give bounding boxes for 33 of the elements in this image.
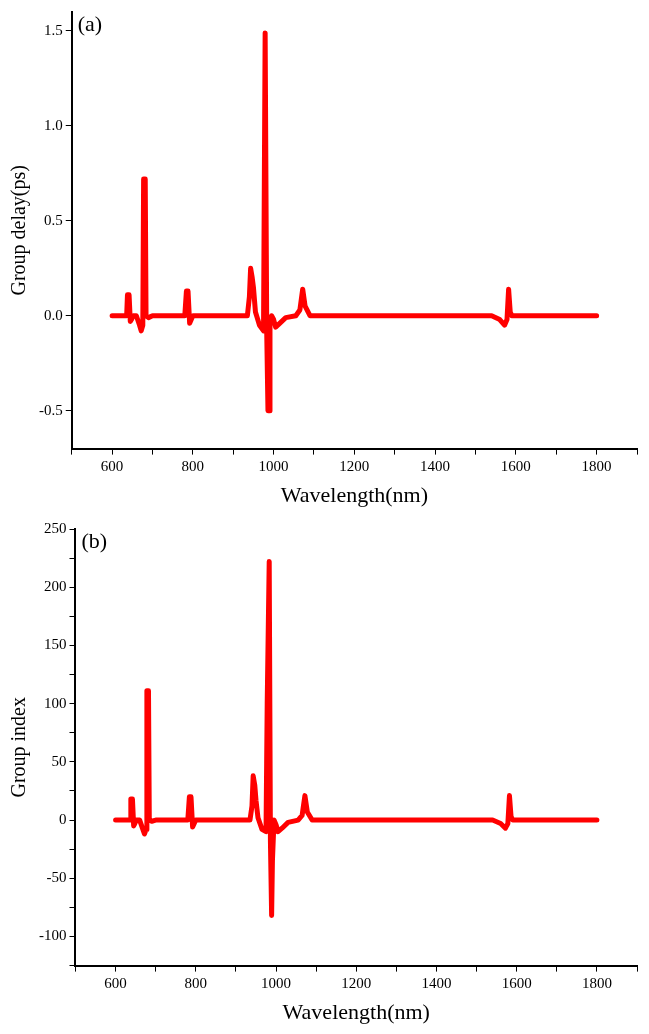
x-tick-label: 1200: [339, 457, 370, 474]
x-tick-label: 1000: [258, 457, 289, 474]
x-tick-label: 1600: [501, 974, 532, 991]
y-tick-label: 1.0: [44, 116, 63, 133]
x-axis-title: Wavelength(nm): [282, 998, 430, 1024]
y-tick-label: 0.5: [44, 211, 63, 228]
y-tick-label: 0: [59, 811, 67, 827]
x-tick-label: 600: [104, 974, 127, 991]
y-tick-label: 150: [44, 636, 67, 653]
x-tick-label: 800: [184, 974, 208, 991]
x-tick-label: 1600: [500, 457, 531, 474]
x-tick-label: 600: [100, 457, 124, 474]
x-tick-label: 1400: [421, 974, 452, 991]
y-tick-label: 100: [44, 694, 67, 711]
x-tick-label: 1800: [581, 457, 612, 474]
y-axis-title: Group delay(ps): [7, 165, 31, 296]
x-tick-label: 1400: [420, 457, 451, 474]
y-tick-label: 200: [44, 578, 67, 595]
y-tick-label: -0.5: [39, 401, 63, 418]
y-tick-label: 0.0: [44, 306, 63, 323]
y-tick-label: 250: [44, 519, 67, 536]
y-tick-label: 1.5: [44, 21, 63, 38]
y-tick-label: -50: [46, 869, 67, 886]
x-axis-title: Wavelength(nm): [280, 481, 429, 507]
x-tick-label: 1800: [581, 974, 612, 991]
x-tick-label: 1200: [341, 974, 372, 991]
y-axis-title: Group index: [7, 697, 31, 798]
y-tick-label: -100: [39, 927, 67, 944]
annotation: (a): [77, 10, 103, 36]
y-tick-label: 50: [51, 752, 67, 769]
annotation: (b): [81, 527, 108, 553]
x-tick-label: 1000: [261, 974, 292, 991]
x-tick-label: 800: [181, 457, 205, 474]
